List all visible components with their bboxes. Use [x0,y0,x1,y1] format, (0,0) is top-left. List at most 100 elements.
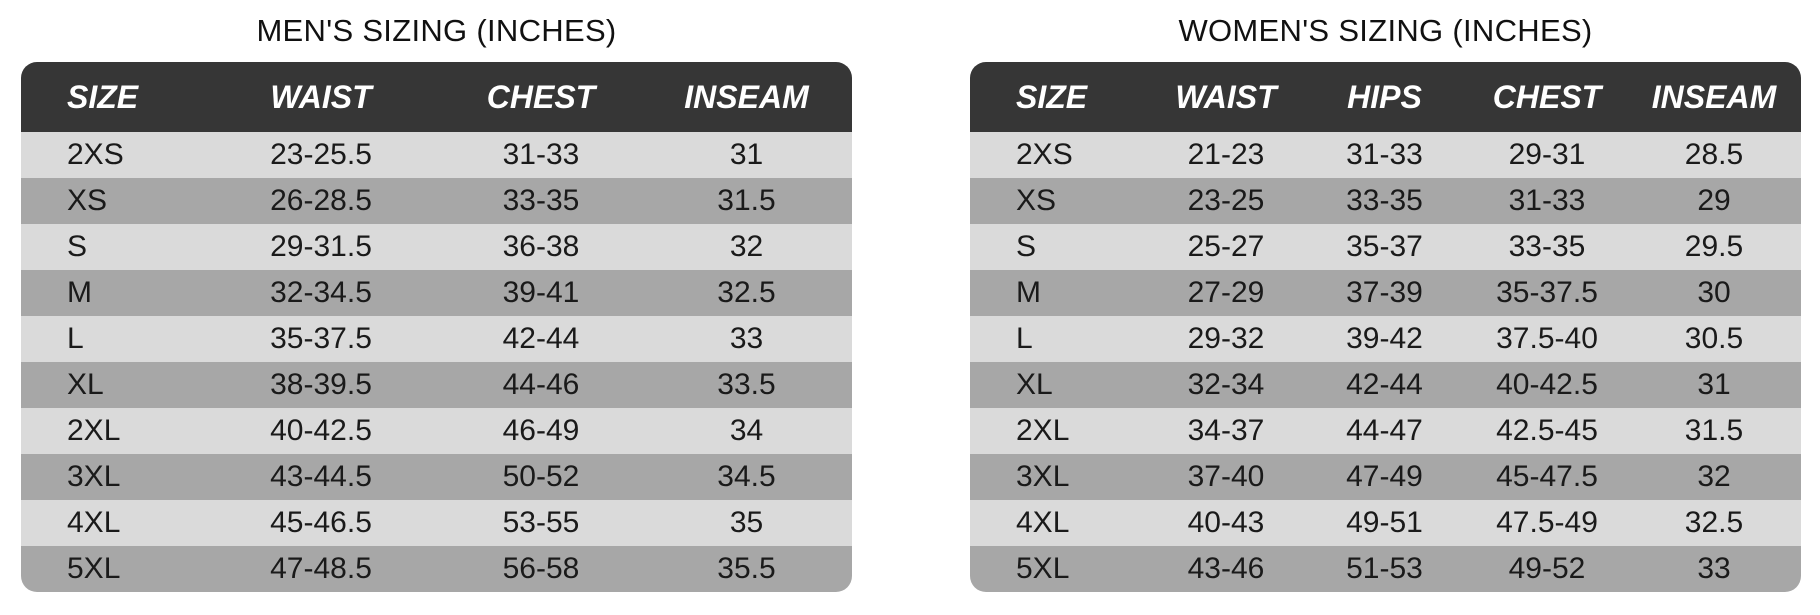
mens-sizing-chart: MEN'S SIZING (INCHES) SIZE WAIST CHEST I… [21,0,852,592]
cell-waist: 35-37.5 [270,322,372,355]
cell-size: 2XL [1016,414,1070,447]
cell-hips: 31-33 [1346,138,1423,171]
cell-chest: 42.5-45 [1496,414,1598,447]
table-row: 2XS 23-25.5 31-33 31 [21,132,852,178]
cell-inseam: 30 [1697,276,1731,309]
cell-chest: 33-35 [502,184,580,217]
cell-chest: 56-58 [502,552,580,585]
cell-hips: 39-42 [1346,322,1423,355]
cell-inseam: 30.5 [1684,322,1744,355]
cell-inseam: 32.5 [1684,506,1744,539]
cell-size: 5XL [67,552,121,585]
cell-chest: 33-35 [1508,230,1586,263]
cell-waist: 23-25.5 [270,138,372,171]
cell-size: L [1016,322,1033,355]
mens-chart-title: MEN'S SIZING (INCHES) [256,13,617,48]
cell-chest: 35-37.5 [1496,276,1598,309]
cell-waist: 32-34.5 [270,276,372,309]
cell-chest: 40-42.5 [1496,368,1598,401]
header-waist: WAIST [1175,78,1277,115]
header-hips: HIPS [1347,78,1422,115]
table-row: 2XS 21-23 31-33 29-31 28.5 [970,132,1801,178]
table-row: 2XL 40-42.5 46-49 34 [21,408,852,454]
table-row: XL 32-34 42-44 40-42.5 31 [970,362,1801,408]
cell-inseam: 31.5 [717,184,776,217]
cell-chest: 47.5-49 [1496,506,1598,539]
table-row: S 25-27 35-37 33-35 29.5 [970,224,1801,270]
table-row: 4XL 40-43 49-51 47.5-49 32.5 [970,500,1801,546]
table-row: 2XL 34-37 44-47 42.5-45 31.5 [970,408,1801,454]
cell-waist: 37-40 [1187,460,1265,493]
cell-hips: 44-47 [1346,414,1423,447]
mens-size-table: SIZE WAIST CHEST INSEAM 2XS 23-25.5 31-33 3… [21,62,852,592]
cell-chest: 50-52 [502,460,580,493]
cell-waist: 25-27 [1187,230,1265,263]
cell-size: 4XL [1016,506,1070,539]
cell-waist: 40-42.5 [270,414,372,447]
table-row: L 29-32 39-42 37.5-40 30.5 [970,316,1801,362]
cell-size: 2XS [67,138,124,171]
cell-size: 3XL [67,460,121,493]
cell-hips: 35-37 [1346,230,1423,263]
cell-size: 2XS [1016,138,1073,171]
mens-table-body: 2XS 23-25.5 31-33 31 XS 26-28.5 33-35 31.5 S 29-3… [21,132,852,592]
cell-hips: 51-53 [1346,552,1423,585]
womens-chart-title: WOMEN'S SIZING (INCHES) [1178,13,1593,48]
cell-inseam: 28.5 [1684,138,1744,171]
table-row: L 35-37.5 42-44 33 [21,316,852,362]
cell-chest: 37.5-40 [1496,322,1598,355]
table-row: XL 38-39.5 44-46 33.5 [21,362,852,408]
table-row: XS 23-25 33-35 31-33 29 [970,178,1801,224]
cell-hips: 37-39 [1346,276,1423,309]
table-row: M 27-29 37-39 35-37.5 30 [970,270,1801,316]
cell-chest: 29-31 [1508,138,1586,171]
cell-waist: 38-39.5 [270,368,372,401]
cell-size: S [1016,230,1037,263]
cell-waist: 21-23 [1187,138,1265,171]
header-chest: CHEST [486,78,596,115]
cell-size: L [67,322,84,355]
cell-inseam: 35 [729,506,764,539]
cell-inseam: 32 [729,230,764,263]
cell-waist: 40-43 [1187,506,1265,539]
cell-hips: 42-44 [1346,368,1423,401]
cell-inseam: 33 [1697,552,1731,585]
header-waist: WAIST [270,78,372,115]
cell-size: XL [1016,368,1053,401]
cell-waist: 23-25 [1187,184,1265,217]
header-size: SIZE [1016,78,1088,115]
cell-inseam: 33 [729,322,764,355]
cell-chest: 31-33 [1508,184,1586,217]
womens-size-table: SIZE WAIST HIPS CHEST INSEAM 2XS 21-23 31-… [970,62,1801,592]
mens-table-header: SIZE WAIST CHEST INSEAM [21,62,852,132]
cell-size: M [1016,276,1041,309]
table-row: S 29-31.5 36-38 32 [21,224,852,270]
table-row: 5XL 47-48.5 56-58 35.5 [21,546,852,592]
cell-size: 4XL [67,506,121,539]
cell-inseam: 29.5 [1684,230,1744,263]
cell-hips: 49-51 [1346,506,1423,539]
header-size: SIZE [67,78,139,115]
cell-inseam: 31 [1697,368,1731,401]
table-row: 4XL 45-46.5 53-55 35 [21,500,852,546]
womens-table-header: SIZE WAIST HIPS CHEST INSEAM [970,62,1801,132]
cell-inseam: 34 [729,414,764,447]
womens-sizing-chart: WOMEN'S SIZING (INCHES) SIZE WAIST HIPS … [970,0,1801,592]
cell-waist: 34-37 [1187,414,1265,447]
cell-chest: 31-33 [502,138,580,171]
cell-waist: 32-34 [1187,368,1265,401]
cell-size: XL [67,368,104,401]
cell-chest: 49-52 [1508,552,1586,585]
womens-table-body: 2XS 21-23 31-33 29-31 28.5 XS 23-25 33-35 31-33 2… [970,132,1801,592]
cell-chest: 36-38 [502,230,580,263]
cell-waist: 47-48.5 [270,552,372,585]
cell-size: S [67,230,88,263]
cell-chest: 46-49 [502,414,580,447]
cell-inseam: 33.5 [717,368,776,401]
cell-waist: 45-46.5 [270,506,372,539]
cell-size: M [67,276,92,309]
cell-chest: 42-44 [502,322,580,355]
cell-waist: 29-31.5 [270,230,372,263]
cell-waist: 43-46 [1187,552,1265,585]
header-inseam: INSEAM [1651,78,1777,115]
